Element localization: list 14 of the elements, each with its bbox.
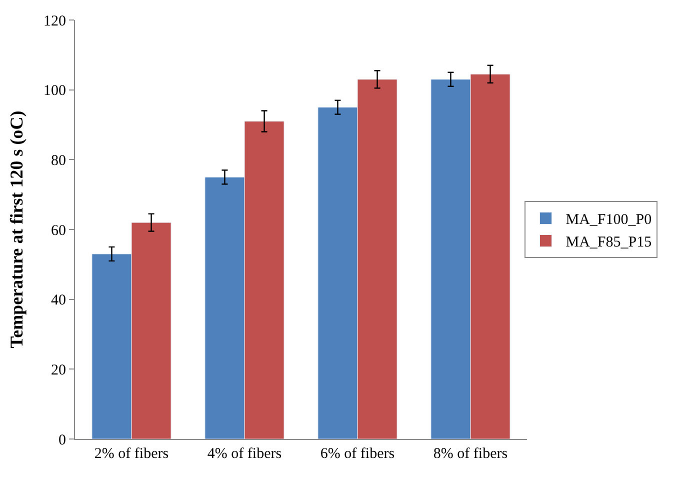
y-tick-label: 80 (51, 152, 66, 169)
x-tick-label: 4% of fibers (207, 446, 282, 462)
y-tick-label: 120 (44, 13, 66, 30)
x-tick-label: 8% of fibers (433, 446, 508, 462)
y-tick-label: 20 (51, 362, 66, 378)
y-tick-label: 100 (44, 83, 66, 100)
x-tick-label: 2% of fibers (94, 446, 169, 462)
legend-label: MA_F85_P15 (566, 234, 652, 251)
y-tick-label: 0 (58, 432, 66, 448)
x-tick-label: 6% of fibers (320, 446, 395, 462)
y-tick-label: 40 (51, 292, 66, 309)
legend-label: MA_F100_P0 (566, 212, 652, 228)
y-axis-title: Temperature at first 120 s (oC) (6, 110, 27, 348)
y-tick-label: 60 (51, 222, 66, 239)
